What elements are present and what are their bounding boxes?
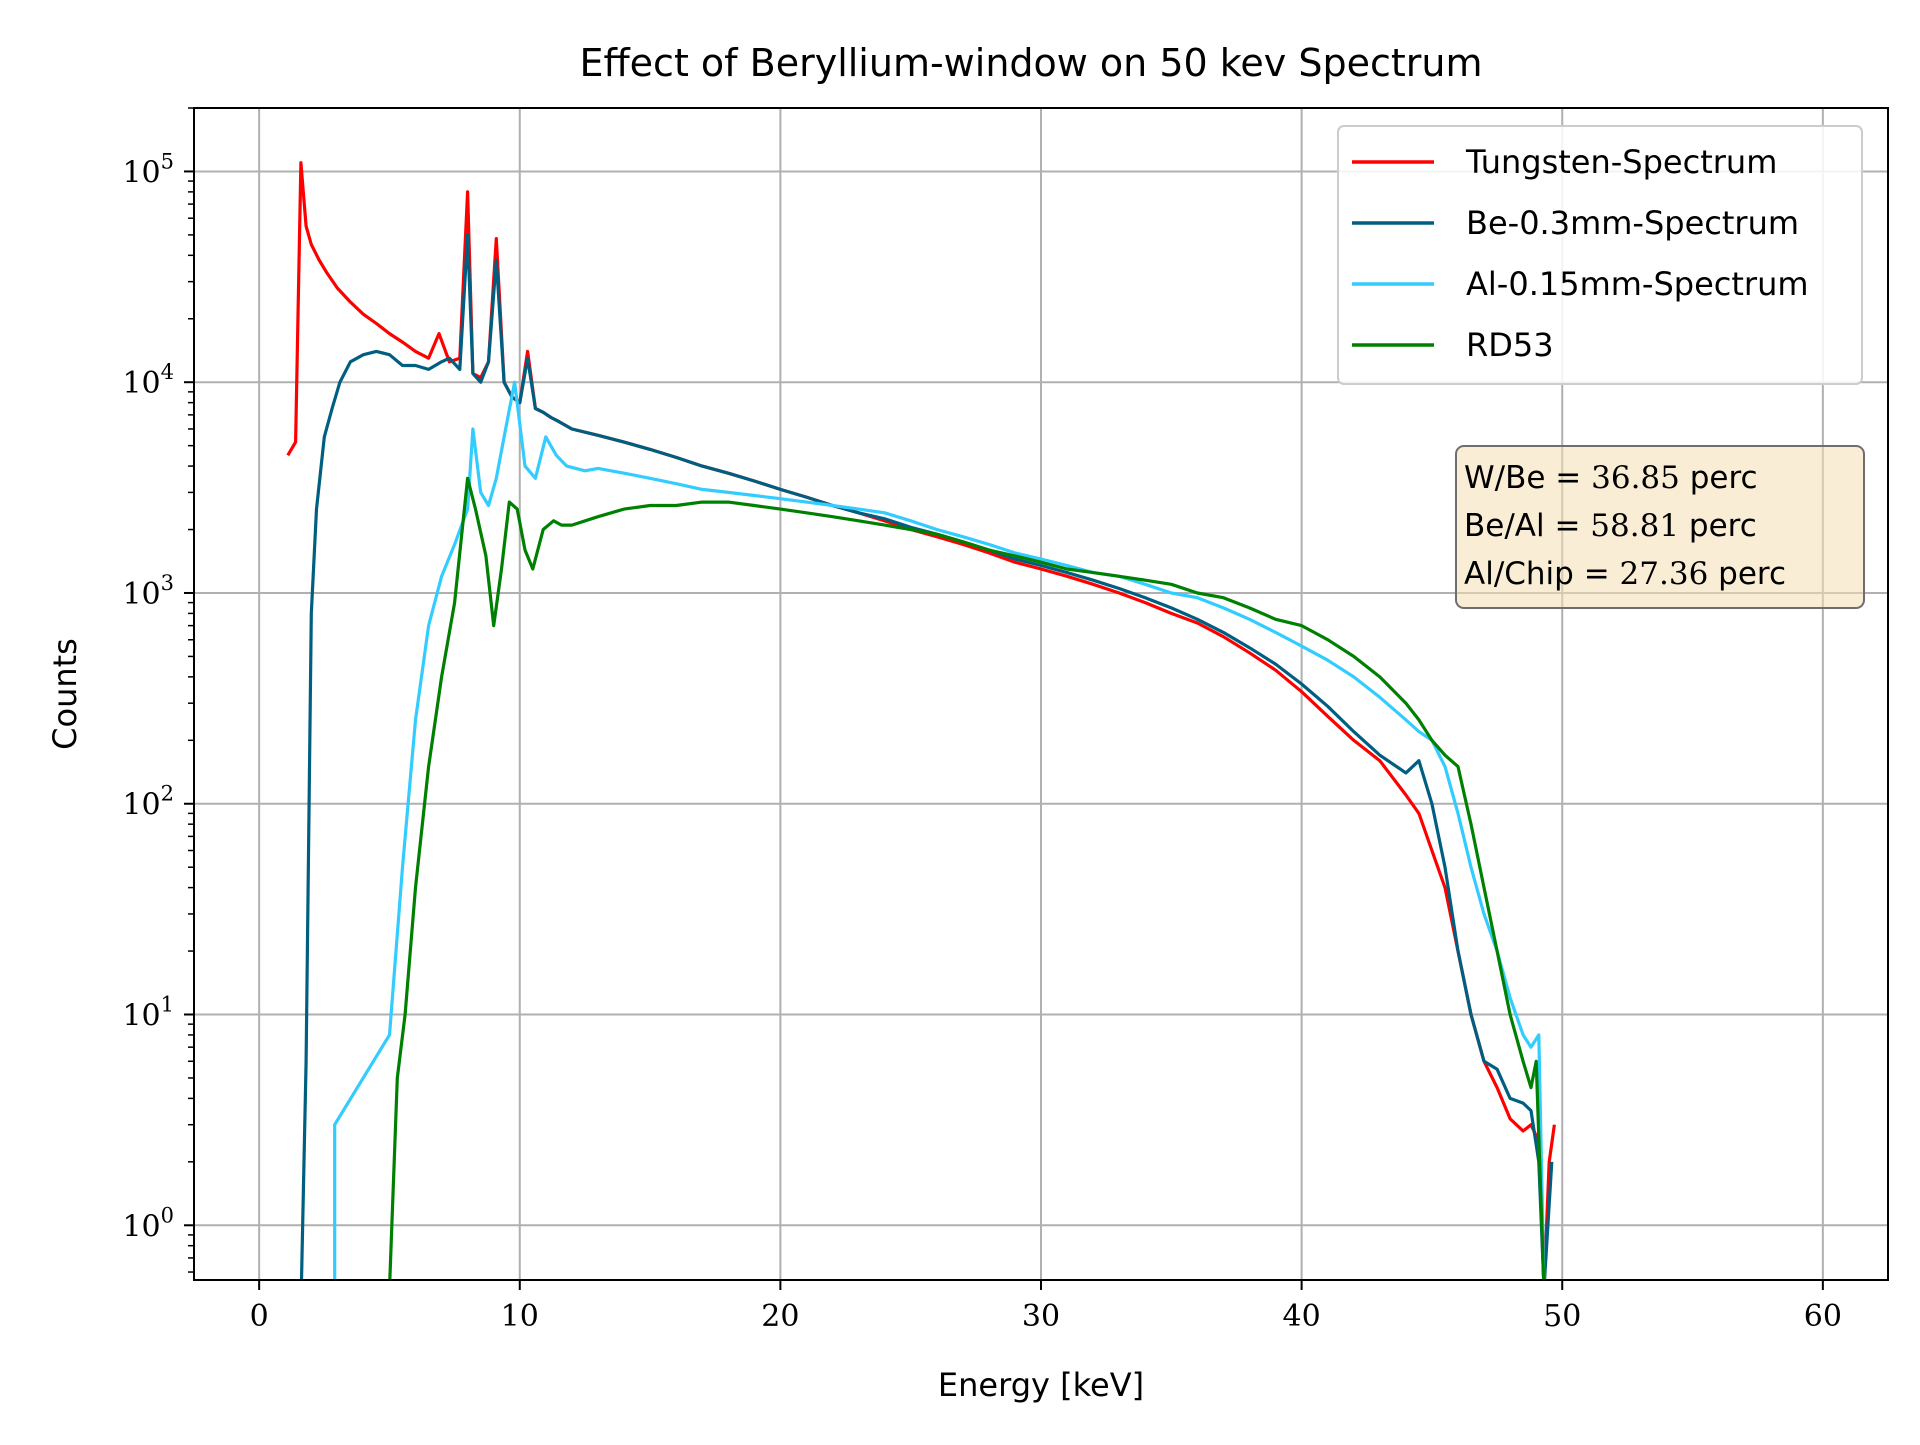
x-tick-label: 50 bbox=[1543, 1299, 1581, 1334]
y-tick-label: 105 bbox=[122, 149, 174, 190]
legend-label: Al-0.15mm-Spectrum bbox=[1466, 265, 1809, 303]
y-tick-label: 103 bbox=[122, 571, 174, 612]
legend: Tungsten-Spectrum Be-0.3mm-Spectrum Al-0.1… bbox=[1337, 125, 1863, 385]
legend-label: Be-0.3mm-Spectrum bbox=[1466, 204, 1799, 242]
legend-box bbox=[1337, 125, 1863, 385]
annotation-unit: perc bbox=[1708, 556, 1786, 592]
x-tick-label: 60 bbox=[1804, 1299, 1842, 1334]
annotation-op: = bbox=[1574, 556, 1620, 592]
y-axis-label: Counts bbox=[46, 638, 84, 750]
y-tick-label: 102 bbox=[122, 782, 174, 823]
annotation-line: W/Be = 36.85 perc bbox=[1464, 460, 1758, 496]
y-tick-label: 101 bbox=[122, 993, 174, 1034]
y-tick-label: 104 bbox=[122, 360, 174, 401]
annotation-value: 58.81 bbox=[1590, 508, 1679, 544]
x-tick-label: 30 bbox=[1022, 1299, 1060, 1334]
annotation-line: Al/Chip = 27.36 perc bbox=[1464, 556, 1786, 592]
series-line-be-0-3mm-spectrum bbox=[299, 233, 1554, 1280]
annotation-label: W/Be bbox=[1464, 460, 1545, 496]
x-axis-label: Energy [keV] bbox=[938, 1366, 1144, 1404]
annotation-line: Be/Al = 58.81 perc bbox=[1464, 508, 1757, 544]
annotation-value: 36.85 bbox=[1591, 460, 1680, 496]
annotation-unit: perc bbox=[1679, 508, 1757, 544]
series-line-rd53 bbox=[388, 476, 1546, 1280]
y-tick-label: 100 bbox=[122, 1203, 174, 1244]
annotation-label: Al/Chip bbox=[1464, 556, 1574, 592]
annotation-op: = bbox=[1545, 460, 1591, 496]
annotation-unit: perc bbox=[1680, 460, 1758, 496]
x-tick-label: 0 bbox=[250, 1299, 269, 1334]
series-line-al-0-15mm-spectrum bbox=[333, 380, 1546, 1280]
x-tick-label: 20 bbox=[761, 1299, 799, 1334]
axis-layer: 0 10 20 30 40 50 60 100 101 102 103 104 105 bbox=[122, 107, 1842, 1334]
annotation-value: 27.36 bbox=[1620, 556, 1709, 592]
legend-label: RD53 bbox=[1466, 326, 1554, 364]
annotation-label: Be/Al bbox=[1464, 508, 1545, 544]
chart-title: Effect of Beryllium-window on 50 kev Spe… bbox=[579, 41, 1482, 85]
annotation-op: = bbox=[1545, 508, 1591, 544]
x-tick-label: 10 bbox=[501, 1299, 539, 1334]
plot-area bbox=[286, 161, 1556, 1280]
annotation-background bbox=[1455, 445, 1865, 609]
x-tick-label: 40 bbox=[1283, 1299, 1321, 1334]
legend-label: Tungsten-Spectrum bbox=[1465, 143, 1777, 181]
